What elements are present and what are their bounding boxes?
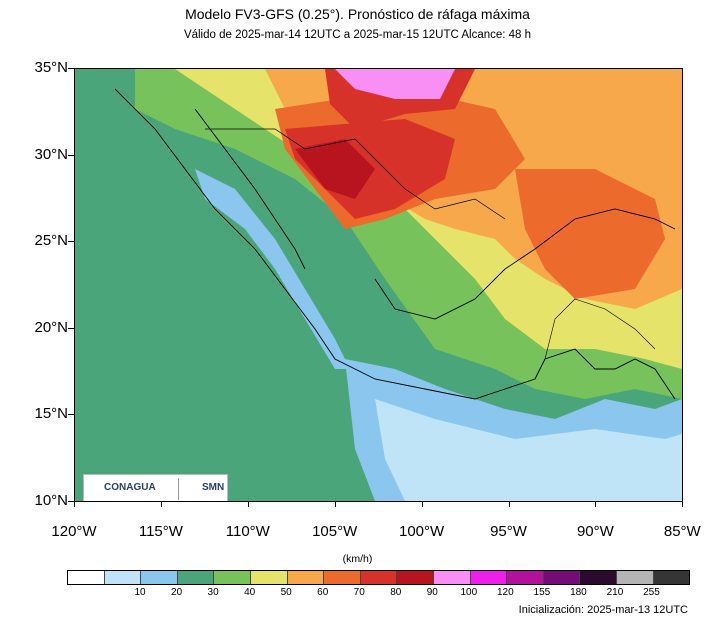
gulf-gust-zone — [515, 169, 665, 299]
legend-label: 70 — [353, 587, 365, 598]
gust-forecast-map: CONAGUA SMN — [74, 68, 683, 502]
legend-color-cell — [68, 571, 105, 584]
map-title: Modelo FV3-GFS (0.25°). Pronóstico de rá… — [185, 6, 530, 22]
lat-tick — [68, 154, 74, 156]
coastline — [114, 88, 676, 400]
legend-color-cell — [616, 571, 654, 584]
lat-label: 20°N — [34, 318, 68, 336]
legend-color-cell — [360, 571, 398, 584]
legend-label: 180 — [570, 587, 587, 598]
legend-label: 90 — [426, 587, 438, 598]
border-line — [205, 128, 506, 220]
legend-color-cell — [214, 571, 251, 584]
lon-label: 100°W — [399, 523, 445, 540]
lon-tick — [247, 501, 249, 507]
baja-california-coast — [194, 108, 306, 270]
lon-tick — [682, 501, 684, 507]
legend-color-cell — [470, 571, 508, 584]
legend-color-cell — [324, 571, 361, 584]
legend-color-cell — [397, 571, 434, 584]
legend-label: 30 — [207, 587, 219, 598]
gust-100-zone — [295, 139, 375, 199]
legend-label: 60 — [317, 587, 329, 598]
lat-tick — [68, 241, 74, 243]
legend-color-cell — [507, 571, 544, 584]
legend-label: 80 — [390, 587, 402, 598]
legend-color-cell — [543, 571, 581, 584]
lat-tick — [68, 327, 74, 329]
lat-tick — [68, 68, 74, 69]
gulf-coast — [374, 208, 676, 320]
logo-divider — [178, 478, 179, 500]
lon-label: 90°W — [576, 523, 614, 540]
lat-tick — [68, 501, 74, 502]
legend-label: 40 — [244, 587, 256, 598]
legend-label: 10 — [134, 587, 146, 598]
color-legend — [67, 570, 690, 585]
lat-label: 15°N — [34, 405, 68, 423]
legend-label: 20 — [171, 587, 183, 598]
initialization-label: Inicialización: 2025-mar-13 12UTC — [518, 604, 688, 616]
lon-label: 110°W — [225, 523, 270, 540]
legend-label: 155 — [533, 587, 551, 598]
legend-color-cell — [580, 571, 617, 584]
lat-label: 35°N — [34, 59, 68, 76]
map-canvas — [75, 69, 682, 501]
lon-label: 115°W — [138, 523, 183, 540]
map-subtitle: Válido de 2025-mar-14 12UTC a 2025-mar-1… — [183, 29, 532, 41]
lat-label: 10°N — [34, 492, 68, 509]
lat-label: 30°N — [34, 145, 68, 163]
lat-label: 25°N — [34, 232, 68, 250]
legend-color-cell — [287, 571, 325, 584]
unit-label: (km/h) — [342, 553, 373, 565]
legend-label: 50 — [280, 587, 292, 598]
lon-tick — [74, 501, 75, 507]
logos-box: CONAGUA SMN — [83, 474, 228, 501]
legend-color-cell — [250, 571, 288, 584]
lon-label: 95°W — [490, 523, 527, 540]
lon-tick — [508, 501, 510, 507]
gust-20-zone — [375, 399, 682, 501]
conagua-logo: CONAGUA — [104, 482, 156, 493]
lon-tick — [160, 501, 162, 507]
legend-color-cell — [653, 571, 690, 584]
gust-120-zone — [335, 69, 455, 99]
lon-tick — [421, 501, 423, 507]
legend-label: 120 — [497, 587, 514, 598]
lon-label: 105°W — [312, 523, 358, 540]
legend-label: 210 — [606, 587, 624, 598]
smn-logo: SMN — [202, 482, 225, 493]
legend-color-cell — [141, 571, 178, 584]
legend-label: 100 — [460, 587, 478, 598]
legend-color-cell — [104, 571, 142, 584]
lon-tick — [595, 501, 597, 507]
legend-label: 255 — [643, 587, 660, 598]
legend-color-cell — [433, 571, 471, 584]
legend-color-cell — [177, 571, 215, 584]
lat-tick — [68, 414, 74, 416]
lon-label: 120°W — [51, 523, 97, 540]
lon-label: 85°W — [663, 523, 701, 540]
lon-tick — [334, 501, 336, 507]
